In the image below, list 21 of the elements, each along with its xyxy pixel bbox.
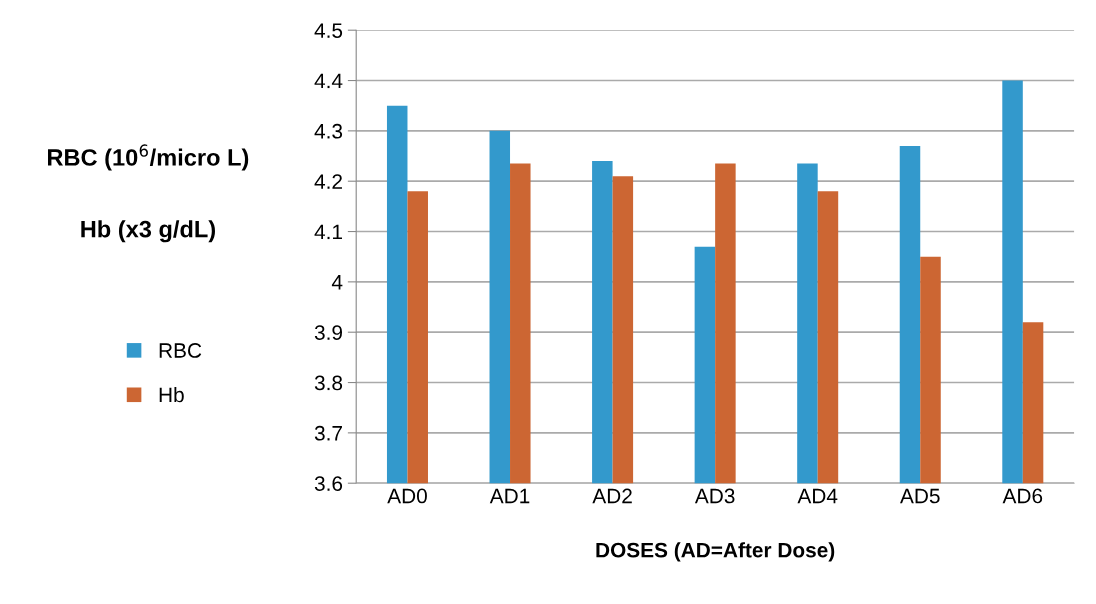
y-tick-label: 3.7 xyxy=(314,425,342,441)
x-tick-label: AD0 xyxy=(387,488,427,504)
y-tick-label: 4.2 xyxy=(314,174,342,189)
legend-label: RBC xyxy=(159,343,202,358)
y-tick-label: 3.9 xyxy=(314,325,343,340)
y-tick-label: 4.5 xyxy=(314,23,343,38)
x-tick-label: AD6 xyxy=(1002,488,1043,504)
y-tick-label: 4 xyxy=(331,275,343,290)
y-tick-label: 3.8 xyxy=(314,375,343,391)
x-tick-label: AD3 xyxy=(694,488,735,504)
x-tick-label: AD1 xyxy=(489,488,530,504)
y-tick-label: 3.6 xyxy=(314,476,343,491)
x-tick-label: AD2 xyxy=(592,488,632,504)
y-tick-label: 4.4 xyxy=(314,73,343,89)
x-tick-label: AD5 xyxy=(900,488,940,504)
y-tick-label: 4.1 xyxy=(314,224,342,240)
x-axis-title: DOSES (AD=After Dose) xyxy=(596,542,835,562)
legend-label: Hb xyxy=(159,386,184,403)
y-tick-label: 4.3 xyxy=(314,123,343,139)
x-tick-label: AD4 xyxy=(797,488,838,504)
text: RBC (10$^{6}$/micro L) Hb (x3 g/dL) xyxy=(48,144,249,243)
